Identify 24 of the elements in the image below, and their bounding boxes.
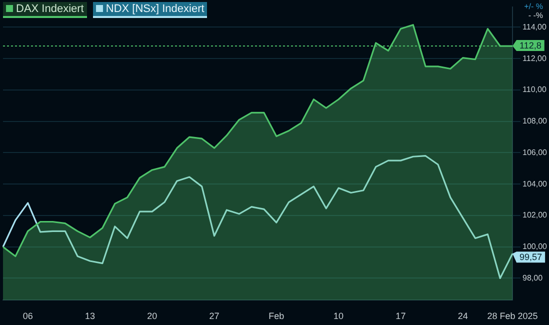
y-tick-label: 102,00	[522, 210, 548, 220]
y-tick-label: 108,00	[522, 116, 548, 126]
y-tick-label: 112,00	[522, 54, 547, 63]
y-tick-label: 106,00	[522, 148, 548, 157]
text: - -%	[527, 11, 543, 20]
x-tick-label: 20	[147, 311, 158, 322]
legend-label: NDX [NSx] Indexiert	[106, 3, 204, 15]
data-label: 112,8	[520, 40, 542, 51]
x-tick-label: 17	[396, 311, 406, 322]
y-tick-label: 110,00	[522, 85, 547, 94]
text: +/- %	[524, 2, 543, 11]
x-tick-label: 24	[458, 311, 468, 322]
y-tick-label: 104,00	[522, 179, 548, 188]
x-tick-label: 27	[209, 311, 220, 322]
y-tick-label: 98,00	[522, 273, 544, 282]
y-tick-label: 114,00	[522, 22, 547, 32]
y-tick-label: 100,00	[522, 242, 548, 252]
x-tick-label: 10	[334, 311, 344, 322]
x-tick-label: Feb	[268, 311, 284, 322]
x-tick-label: 13	[84, 311, 95, 322]
legend-label: DAX Indexiert	[16, 3, 84, 15]
x-tick-label: 28 Feb 2025	[487, 311, 538, 322]
x-tick-label: 06	[22, 311, 33, 322]
data-label: 99,57	[520, 252, 542, 262]
